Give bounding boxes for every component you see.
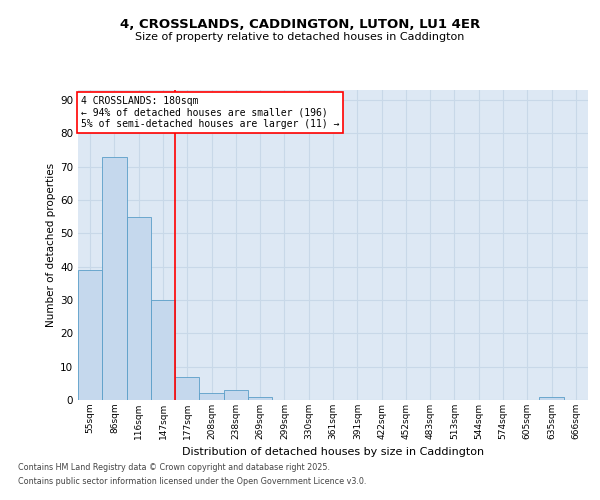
X-axis label: Distribution of detached houses by size in Caddington: Distribution of detached houses by size … [182,448,484,458]
Bar [539,396,564,400]
Text: 4, CROSSLANDS, CADDINGTON, LUTON, LU1 4ER: 4, CROSSLANDS, CADDINGTON, LUTON, LU1 4E… [120,18,480,30]
Text: 4 CROSSLANDS: 180sqm
← 94% of detached houses are smaller (196)
5% of semi-detac: 4 CROSSLANDS: 180sqm ← 94% of detached h… [80,96,339,130]
Bar [151,300,175,400]
Bar [175,376,199,400]
Text: Size of property relative to detached houses in Caddington: Size of property relative to detached ho… [136,32,464,42]
Bar [248,396,272,400]
Bar [102,156,127,400]
Text: Contains public sector information licensed under the Open Government Licence v3: Contains public sector information licen… [18,478,367,486]
Bar [199,394,224,400]
Y-axis label: Number of detached properties: Number of detached properties [46,163,56,327]
Bar [78,270,102,400]
Bar [127,216,151,400]
Bar [224,390,248,400]
Text: Contains HM Land Registry data © Crown copyright and database right 2025.: Contains HM Land Registry data © Crown c… [18,462,330,471]
